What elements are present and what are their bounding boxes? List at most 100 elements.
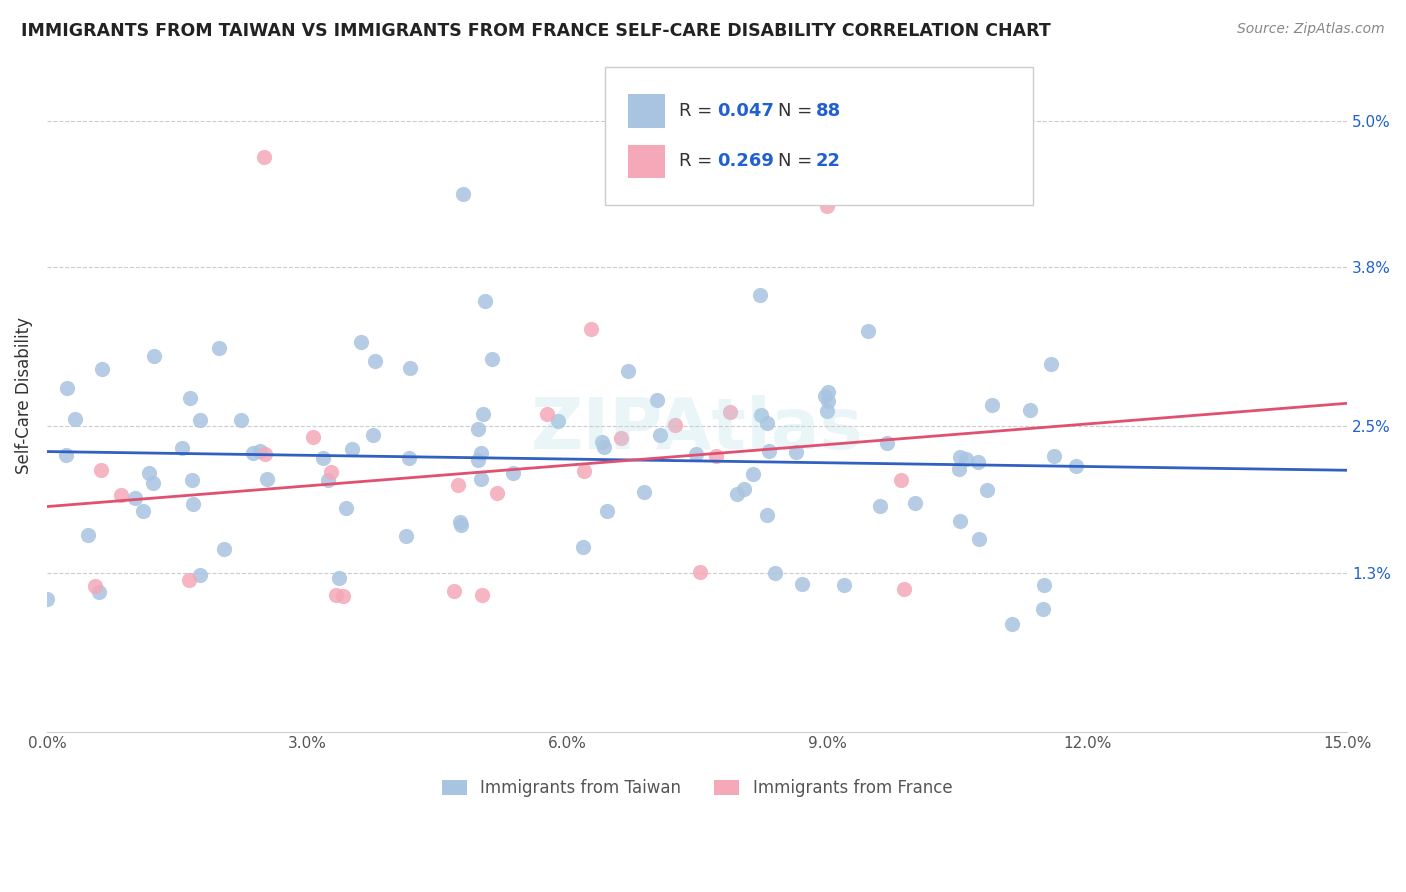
Point [254, 447, 277, 461]
Point [976, 483, 998, 497]
Point [451, 186, 474, 201]
Point [664, 418, 686, 433]
Point [312, 450, 335, 465]
Point [335, 501, 357, 516]
Point [485, 486, 508, 500]
Point [132, 504, 155, 518]
Text: R =: R = [679, 102, 718, 120]
Point [981, 398, 1004, 412]
Point [949, 515, 972, 529]
Point [617, 364, 640, 378]
Point [1039, 357, 1062, 371]
Point [1018, 403, 1040, 417]
Point [869, 499, 891, 513]
Point [718, 405, 741, 419]
Point [856, 324, 879, 338]
Point [325, 588, 347, 602]
Point [725, 487, 748, 501]
Point [689, 565, 711, 579]
Point [35, 592, 58, 607]
Point [1032, 602, 1054, 616]
Legend: Immigrants from Taiwan, Immigrants from France: Immigrants from Taiwan, Immigrants from … [434, 772, 959, 804]
Point [181, 497, 204, 511]
Point [321, 465, 343, 479]
Point [470, 445, 492, 459]
Point [350, 335, 373, 350]
Point [328, 571, 350, 585]
Point [785, 445, 807, 459]
Point [481, 352, 503, 367]
Point [188, 413, 211, 427]
Point [87, 585, 110, 599]
Point [467, 453, 489, 467]
Point [648, 428, 671, 442]
Point [242, 446, 264, 460]
Text: 88: 88 [815, 102, 841, 120]
Point [316, 473, 339, 487]
Point [229, 413, 252, 427]
Point [645, 393, 668, 408]
Point [180, 473, 202, 487]
Point [449, 516, 471, 530]
Point [704, 449, 727, 463]
Point [1032, 578, 1054, 592]
Point [904, 496, 927, 510]
Point [834, 578, 856, 592]
Point [536, 407, 558, 421]
Point [966, 455, 988, 469]
Point [547, 414, 569, 428]
Point [472, 407, 495, 421]
Point [593, 440, 616, 454]
Point [256, 472, 278, 486]
Point [249, 443, 271, 458]
Point [685, 447, 707, 461]
Point [792, 577, 814, 591]
Point [56, 381, 79, 395]
Point [398, 361, 420, 376]
Point [252, 150, 274, 164]
Point [332, 589, 354, 603]
Point [817, 385, 839, 400]
Point [76, 528, 98, 542]
Point [571, 540, 593, 554]
Point [893, 582, 915, 597]
Point [596, 504, 619, 518]
Point [138, 466, 160, 480]
Point [591, 435, 613, 450]
Point [172, 442, 194, 456]
Point [143, 349, 166, 363]
Point [395, 528, 418, 542]
Text: N =: N = [778, 153, 817, 170]
Point [84, 579, 107, 593]
Text: N =: N = [778, 102, 817, 120]
Point [302, 430, 325, 444]
Point [763, 566, 786, 580]
Point [364, 354, 387, 368]
Point [212, 542, 235, 557]
Point [179, 573, 201, 587]
Point [1001, 617, 1024, 632]
Point [755, 417, 778, 431]
Point [758, 444, 780, 458]
Point [1064, 459, 1087, 474]
Point [188, 567, 211, 582]
Point [749, 408, 772, 422]
Point [208, 341, 231, 355]
Point [443, 584, 465, 599]
Point [633, 485, 655, 500]
Point [179, 391, 201, 405]
Point [398, 451, 420, 466]
Point [110, 488, 132, 502]
Point [361, 428, 384, 442]
Text: Source: ZipAtlas.com: Source: ZipAtlas.com [1237, 22, 1385, 37]
Point [91, 362, 114, 376]
Point [65, 412, 87, 426]
Point [814, 389, 837, 403]
Text: 22: 22 [815, 153, 841, 170]
Point [502, 467, 524, 481]
Point [467, 422, 489, 436]
Point [55, 449, 77, 463]
Point [815, 199, 838, 213]
Point [748, 287, 770, 301]
Point [817, 394, 839, 409]
